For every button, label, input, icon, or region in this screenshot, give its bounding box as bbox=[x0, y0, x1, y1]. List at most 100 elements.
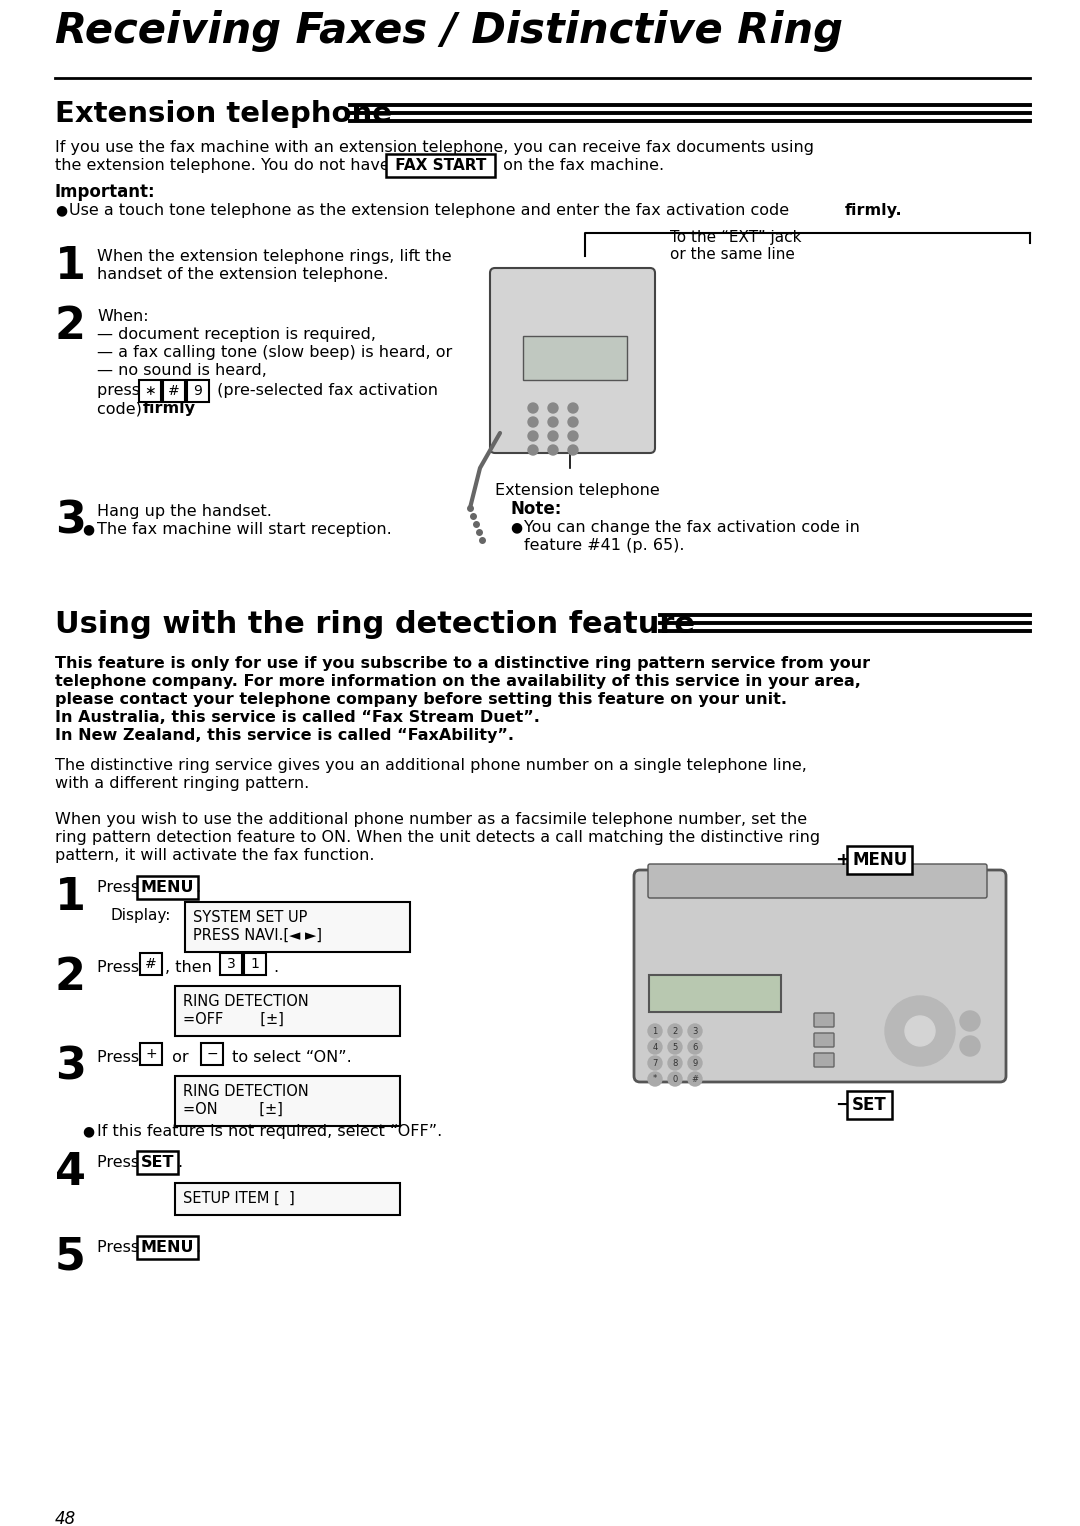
Circle shape bbox=[688, 1024, 702, 1038]
Circle shape bbox=[568, 430, 578, 441]
Text: Receiving Faxes / Distinctive Ring: Receiving Faxes / Distinctive Ring bbox=[55, 11, 842, 52]
Text: ●: ● bbox=[510, 520, 522, 534]
Text: press: press bbox=[97, 383, 145, 398]
Text: Press: Press bbox=[97, 960, 145, 975]
FancyBboxPatch shape bbox=[140, 1042, 162, 1065]
FancyBboxPatch shape bbox=[244, 954, 266, 975]
Text: You can change the fax activation code in: You can change the fax activation code i… bbox=[524, 520, 860, 536]
Text: +: + bbox=[835, 852, 850, 868]
Circle shape bbox=[669, 1024, 681, 1038]
Text: −: − bbox=[835, 1096, 850, 1114]
Text: *: * bbox=[653, 1074, 657, 1083]
Text: Hang up the handset.: Hang up the handset. bbox=[97, 504, 272, 519]
Text: In New Zealand, this service is called “FaxAbility”.: In New Zealand, this service is called “… bbox=[55, 728, 514, 743]
Text: on the fax machine.: on the fax machine. bbox=[498, 159, 664, 172]
Bar bbox=[175, 1076, 400, 1126]
Circle shape bbox=[648, 1056, 662, 1070]
Text: SET: SET bbox=[141, 1155, 175, 1170]
Text: Press: Press bbox=[97, 1050, 145, 1065]
FancyBboxPatch shape bbox=[814, 1013, 834, 1027]
Circle shape bbox=[669, 1071, 681, 1087]
Text: 7: 7 bbox=[652, 1059, 658, 1068]
Circle shape bbox=[648, 1041, 662, 1054]
Text: −: − bbox=[206, 1047, 218, 1061]
Text: The fax machine will start reception.: The fax machine will start reception. bbox=[97, 522, 392, 537]
Text: 1: 1 bbox=[55, 876, 86, 919]
Text: to select “ON”.: to select “ON”. bbox=[227, 1050, 352, 1065]
Text: .: . bbox=[187, 401, 192, 417]
Circle shape bbox=[528, 430, 538, 441]
Circle shape bbox=[528, 417, 538, 427]
FancyBboxPatch shape bbox=[648, 864, 987, 897]
Text: 2: 2 bbox=[673, 1027, 677, 1036]
Text: firmly: firmly bbox=[143, 401, 195, 417]
FancyBboxPatch shape bbox=[814, 1033, 834, 1047]
Circle shape bbox=[669, 1041, 681, 1054]
Circle shape bbox=[528, 446, 538, 455]
Text: with a different ringing pattern.: with a different ringing pattern. bbox=[55, 777, 309, 790]
Text: pattern, it will activate the fax function.: pattern, it will activate the fax functi… bbox=[55, 848, 375, 864]
Text: In Australia, this service is called “Fax Stream Duet”.: In Australia, this service is called “Fa… bbox=[55, 710, 540, 725]
Text: or: or bbox=[167, 1050, 193, 1065]
Text: 3: 3 bbox=[227, 957, 235, 971]
Bar bbox=[175, 986, 400, 1036]
Text: If you use the fax machine with an extension telephone, you can receive fax docu: If you use the fax machine with an exten… bbox=[55, 140, 814, 156]
Text: the extension telephone. You do not have to press: the extension telephone. You do not have… bbox=[55, 159, 464, 172]
Text: — a fax calling tone (slow beep) is heard, or: — a fax calling tone (slow beep) is hear… bbox=[97, 345, 453, 360]
Circle shape bbox=[548, 430, 558, 441]
Text: firmly.: firmly. bbox=[845, 203, 903, 218]
Text: Extension telephone: Extension telephone bbox=[55, 101, 392, 128]
Text: Extension telephone: Extension telephone bbox=[495, 484, 660, 497]
Circle shape bbox=[885, 996, 955, 1067]
Text: 3: 3 bbox=[55, 501, 86, 543]
Circle shape bbox=[548, 446, 558, 455]
Bar bbox=[185, 902, 410, 952]
FancyBboxPatch shape bbox=[649, 975, 781, 1012]
Text: =OFF        [±]: =OFF [±] bbox=[183, 1012, 284, 1027]
Text: #: # bbox=[145, 957, 157, 971]
FancyBboxPatch shape bbox=[163, 380, 185, 401]
Text: 2: 2 bbox=[55, 955, 86, 1000]
Text: MENU: MENU bbox=[852, 852, 907, 868]
Text: 1: 1 bbox=[55, 246, 86, 288]
Text: SETUP ITEM [  ]: SETUP ITEM [ ] bbox=[183, 1190, 295, 1206]
Text: 5: 5 bbox=[673, 1042, 677, 1051]
FancyBboxPatch shape bbox=[187, 380, 210, 401]
FancyBboxPatch shape bbox=[201, 1042, 222, 1065]
Circle shape bbox=[548, 403, 558, 414]
Text: or the same line: or the same line bbox=[670, 247, 795, 262]
Text: #: # bbox=[168, 385, 180, 398]
Text: code): code) bbox=[97, 401, 147, 417]
Text: If this feature is not required, select “OFF”.: If this feature is not required, select … bbox=[97, 1125, 442, 1138]
Text: ∗: ∗ bbox=[145, 385, 156, 398]
Text: feature #41 (p. 65).: feature #41 (p. 65). bbox=[524, 539, 685, 552]
Circle shape bbox=[648, 1071, 662, 1087]
Text: 48: 48 bbox=[55, 1511, 77, 1526]
Circle shape bbox=[688, 1056, 702, 1070]
FancyBboxPatch shape bbox=[814, 1053, 834, 1067]
Bar bbox=[175, 1183, 400, 1215]
Text: #: # bbox=[691, 1074, 699, 1083]
Circle shape bbox=[648, 1024, 662, 1038]
Text: 1: 1 bbox=[652, 1027, 658, 1036]
Text: Press: Press bbox=[97, 1155, 145, 1170]
Text: To the “EXT” jack: To the “EXT” jack bbox=[670, 230, 801, 246]
Text: .: . bbox=[195, 1241, 200, 1254]
Text: .: . bbox=[273, 960, 279, 975]
Text: 8: 8 bbox=[673, 1059, 677, 1068]
Text: MENU: MENU bbox=[141, 1241, 194, 1254]
Text: Display:: Display: bbox=[110, 908, 171, 923]
Text: — document reception is required,: — document reception is required, bbox=[97, 327, 376, 342]
Text: SET: SET bbox=[852, 1096, 887, 1114]
Circle shape bbox=[960, 1036, 980, 1056]
FancyBboxPatch shape bbox=[490, 269, 654, 453]
Text: please contact your telephone company before setting this feature on your unit.: please contact your telephone company be… bbox=[55, 691, 787, 707]
Text: When the extension telephone rings, lift the: When the extension telephone rings, lift… bbox=[97, 249, 451, 264]
Text: .: . bbox=[195, 881, 200, 896]
Text: The distinctive ring service gives you an additional phone number on a single te: The distinctive ring service gives you a… bbox=[55, 758, 807, 774]
Text: Press: Press bbox=[97, 1241, 145, 1254]
Circle shape bbox=[568, 417, 578, 427]
Circle shape bbox=[528, 403, 538, 414]
Text: Important:: Important: bbox=[55, 183, 156, 201]
Text: 1: 1 bbox=[251, 957, 259, 971]
